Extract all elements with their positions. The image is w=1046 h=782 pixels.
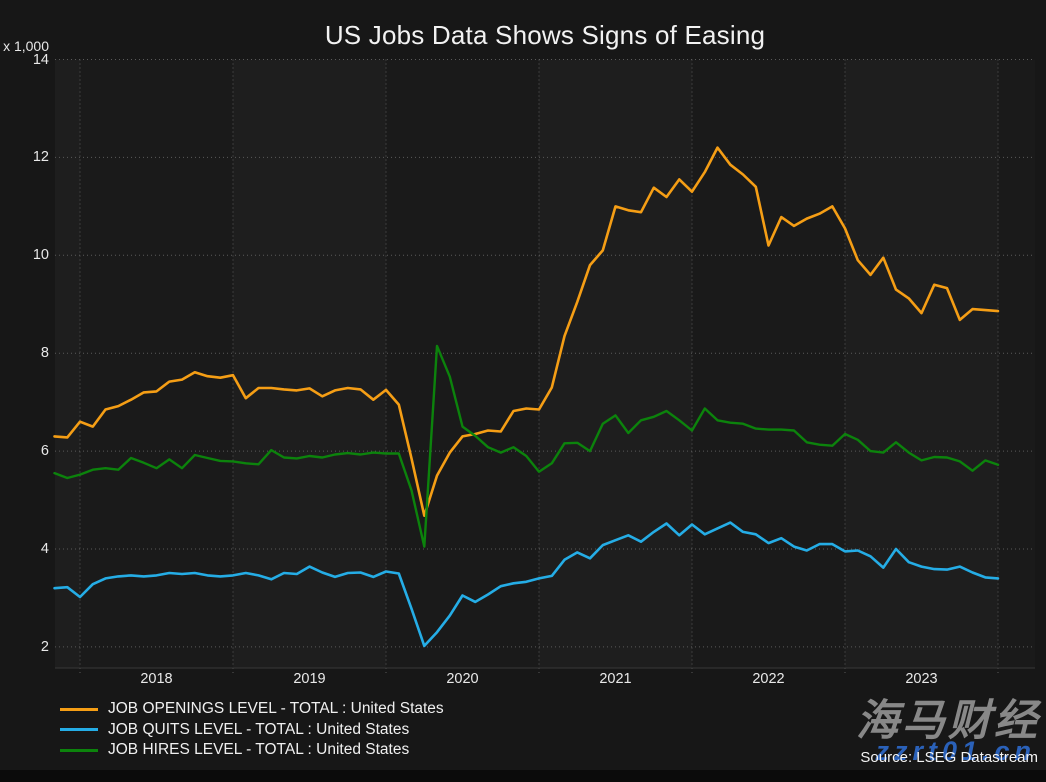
y-axis-tick-label: 6 (40, 443, 49, 460)
y-axis-tick-label: 12 (32, 149, 49, 166)
x-axis-year-label: 2021 (599, 671, 632, 687)
legend-item-quits: JOB QUITS LEVEL - TOTAL : United States (60, 720, 444, 741)
y-axis-tick-label: 2 (40, 638, 49, 655)
legend-label-quits: JOB QUITS LEVEL - TOTAL : United States (108, 720, 410, 738)
quits-line-swatch-icon (60, 728, 98, 732)
y-axis-tick-label: 10 (32, 247, 49, 264)
y-axis-tick-label: 4 (40, 541, 49, 557)
source-label: Source: LSEG Datastream (860, 749, 1038, 766)
y-axis-tick-label: 14 (32, 51, 49, 68)
bottom-bar (0, 770, 1046, 782)
y-axis-tick-label: 8 (40, 345, 49, 362)
x-axis-year-label: 2022 (752, 671, 785, 687)
x-axis-year-label: 2018 (140, 671, 173, 687)
legend: JOB OPENINGS LEVEL - TOTAL : United Stat… (60, 699, 444, 761)
y-axis-unit-label: x 1,000 (3, 38, 49, 54)
legend-item-hires: JOB HIRES LEVEL - TOTAL : United States (60, 740, 444, 761)
legend-label-hires: JOB HIRES LEVEL - TOTAL : United States (108, 741, 410, 759)
x-axis-year-label: 2020 (446, 671, 479, 687)
watermark-text: 海马财经 (856, 697, 1040, 745)
x-axis-year-label: 2019 (293, 671, 326, 687)
legend-item-openings: JOB OPENINGS LEVEL - TOTAL : United Stat… (60, 699, 444, 720)
page-title: US Jobs Data Shows Signs of Easing (324, 20, 766, 50)
legend-label-openings: JOB OPENINGS LEVEL - TOTAL : United Stat… (108, 700, 444, 718)
x-axis-year-label: 2023 (905, 671, 938, 687)
hires-line-swatch-icon (60, 748, 98, 752)
watermark-url: zzrt01.cn (875, 736, 1036, 766)
openings-line-swatch-icon (60, 707, 98, 711)
